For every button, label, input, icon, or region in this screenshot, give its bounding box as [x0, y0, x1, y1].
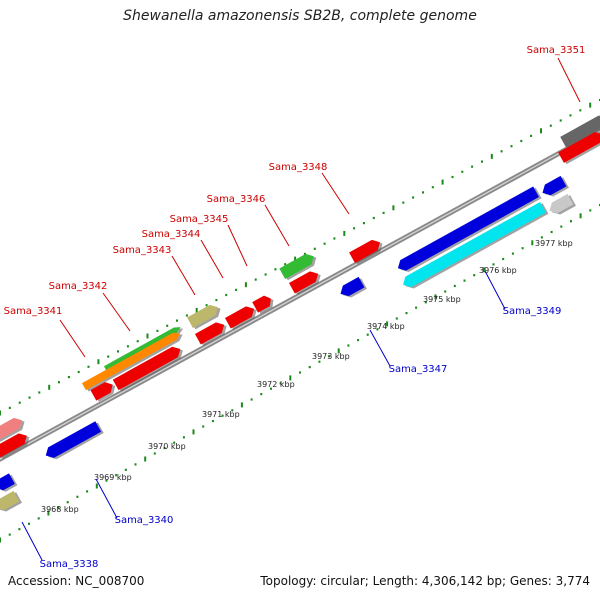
gene-sama-3341b: [112, 346, 183, 392]
gene-label-forward[interactable]: Sama_3346: [207, 194, 266, 205]
callout-line: [484, 270, 506, 310]
callout-line: [321, 172, 350, 215]
gene-sama-3339: [0, 473, 18, 492]
gene-label-reverse[interactable]: Sama_3338: [40, 559, 99, 570]
gene-label-reverse[interactable]: Sama_3349: [503, 306, 562, 317]
gene-label-forward[interactable]: Sama_3351: [527, 45, 586, 56]
kbp-tick-label: 3975 kbp: [423, 295, 461, 304]
gene-sama-3349b: [403, 201, 549, 289]
callout-line: [557, 57, 581, 103]
callout-line: [59, 319, 86, 358]
gene-sama-3352: [558, 132, 600, 165]
callout-line: [21, 521, 43, 561]
kbp-tick-label: 3976 kbp: [479, 266, 517, 275]
gene-label-reverse[interactable]: Sama_3347: [389, 364, 448, 375]
gene-sama-3349: [397, 186, 542, 272]
kbp-tick-label: 3972 kbp: [257, 380, 295, 389]
kbp-tick-label: 3973 kbp: [312, 352, 350, 361]
gene-sama-3343b: [194, 322, 227, 346]
callout-line: [264, 204, 290, 247]
gene-label-forward[interactable]: Sama_3348: [269, 162, 328, 173]
genome-backbone: [0, 128, 600, 462]
gene-sama-3350: [542, 175, 569, 197]
kbp-tick-label: 3969 kbp: [94, 473, 132, 482]
gene-label-forward[interactable]: Sama_3341: [4, 306, 63, 317]
kbp-tick-label: 3974 kbp: [367, 322, 405, 331]
gene-label-forward[interactable]: Sama_3345: [170, 214, 229, 225]
gene-sama-3348: [349, 239, 383, 265]
gene-sama-3340: [45, 421, 104, 460]
genome-summary: Topology: circular; Length: 4,306,142 bp…: [260, 574, 590, 588]
kbp-tick-label: 3977 kbp: [535, 239, 573, 248]
gene-sama-3344: [224, 306, 257, 330]
kbp-tick-label: 3968 kbp: [41, 505, 79, 514]
gene-label-forward[interactable]: Sama_3344: [142, 229, 201, 240]
gene-sama-3345: [252, 295, 274, 314]
gene-label-forward[interactable]: Sama_3343: [113, 245, 172, 256]
gene-sama-3351: [560, 115, 600, 149]
callout-line: [102, 292, 131, 332]
accession-text: Accession: NC_008700: [8, 574, 145, 588]
map-title: Shewanella amazonensis SB2B, complete ge…: [123, 8, 477, 24]
gene-sama-3338: [0, 490, 22, 512]
upper-tick-rail: [0, 98, 600, 416]
gene-sama-3346b: [288, 271, 321, 295]
callout-line: [171, 255, 196, 296]
gene-label-reverse[interactable]: Sama_3340: [115, 515, 174, 526]
gene-label-forward[interactable]: Sama_3342: [49, 281, 108, 292]
callout-line: [227, 224, 248, 267]
kbp-tick-label: 3970 kbp: [148, 442, 186, 451]
callout-line: [200, 239, 224, 279]
gene-sama-3342: [81, 332, 183, 392]
gene-sama-3346: [279, 253, 317, 281]
callout-line: [95, 478, 118, 519]
gene-sama-3347: [340, 276, 367, 298]
gene-sama-3337: [0, 417, 25, 443]
gene-sama-3350b: [549, 193, 576, 215]
gene-sama-3343: [187, 304, 221, 330]
lower-tick-rail: [0, 203, 600, 543]
gene-sama-3337b: [0, 433, 30, 459]
kbp-tick-label: 3971 kbp: [202, 410, 240, 419]
callout-line: [369, 329, 391, 367]
gene-sama-3341: [90, 382, 116, 402]
